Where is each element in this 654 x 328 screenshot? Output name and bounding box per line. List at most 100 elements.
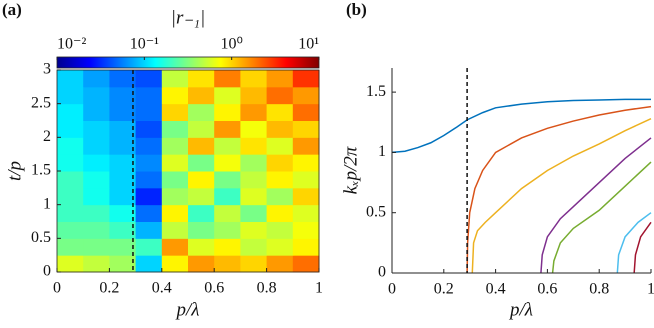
heatmap-cell: [214, 70, 241, 88]
heatmap-cell: [135, 255, 163, 273]
heatmap-cell: [109, 103, 137, 121]
heatmap-cell: [240, 120, 268, 138]
heatmap-cell: [240, 238, 268, 256]
x-tick-label: 0.2: [99, 280, 119, 297]
heatmap-cell: [57, 221, 84, 239]
heatmap-cell: [135, 137, 163, 155]
heatmap-cell: [57, 238, 84, 256]
heatmap-cell: [109, 137, 137, 155]
heatmap-cell: [188, 221, 215, 239]
heatmap-cell: [240, 204, 268, 222]
heatmap-cell: [266, 137, 294, 155]
heatmap-cell: [135, 103, 163, 121]
y-axis-label: t/p: [4, 161, 25, 181]
heatmap-cell: [109, 221, 137, 239]
heatmap-cell: [109, 187, 137, 206]
heatmap-cell: [266, 171, 294, 189]
heatmap-cell: [109, 204, 137, 222]
heatmap-cell: [57, 204, 84, 222]
heatmap-cell: [266, 187, 294, 206]
colorbar-title: |r₋₁|: [171, 7, 205, 28]
x-tick-label: 0: [53, 280, 61, 297]
colorbar-tick-label: 10⁻¹: [130, 36, 159, 53]
heatmap-cell: [292, 255, 320, 273]
colorbar: [56, 56, 320, 69]
line-series: [633, 221, 652, 274]
heatmap-cell: [83, 120, 110, 138]
heatmap-cell: [188, 103, 215, 121]
colorbar-tick-label: 10⁰: [220, 36, 242, 53]
heatmap-cell: [240, 171, 268, 189]
heatmap-cell: [292, 187, 320, 206]
y-tick-label: 3: [43, 61, 51, 78]
heatmap-cell: [292, 171, 320, 189]
x-tick-label: 1: [647, 281, 654, 298]
y-tick-label: 1: [378, 143, 386, 160]
heatmap-cell: [292, 120, 320, 138]
heatmap-cell: [188, 86, 215, 105]
heatmap-cell: [240, 255, 268, 273]
heatmap-cell: [292, 86, 320, 105]
heatmap-cell: [214, 204, 241, 222]
x-axis-label: p/λ: [174, 299, 199, 320]
y-tick-label: 2: [43, 128, 51, 145]
heatmap-cell: [83, 86, 110, 105]
heatmap-cell: [83, 171, 110, 189]
colorbar-tick-label: 10¹: [298, 36, 319, 53]
heatmap-cell: [292, 221, 320, 239]
heatmap-cell: [83, 221, 110, 239]
heatmap-cell: [109, 171, 137, 189]
heatmap-cell: [161, 171, 189, 189]
x-tick-label: 0.4: [152, 280, 172, 297]
heatmap-cell: [161, 154, 189, 172]
line-series: [551, 161, 652, 274]
heatmap-cell: [266, 255, 294, 273]
heatmap-cell: [135, 154, 163, 172]
panel-label: (b): [346, 0, 367, 19]
x-tick-label: 0.8: [257, 280, 277, 297]
y-tick-label: 0: [43, 263, 51, 280]
heatmap-cell: [161, 238, 189, 256]
heatmap-cell: [188, 255, 215, 273]
line-series: [616, 212, 652, 274]
heatmap-cell: [240, 70, 268, 88]
x-tick-label: 0.2: [434, 281, 454, 298]
heatmap-cell: [214, 187, 241, 206]
heatmap-cell: [240, 86, 268, 105]
heatmap-cell: [292, 103, 320, 121]
heatmap-cell: [57, 103, 84, 121]
heatmap-cell: [83, 255, 110, 273]
heatmap-cell: [57, 70, 84, 88]
y-tick-label: 0: [378, 264, 386, 281]
x-tick-label: 1: [315, 280, 323, 297]
heatmap-cell: [266, 154, 294, 172]
heatmap-cell: [292, 154, 320, 172]
heatmap-cell: [135, 171, 163, 189]
heatmap-cell: [57, 120, 84, 138]
heatmap-cell: [240, 187, 268, 206]
heatmap-cell: [188, 204, 215, 222]
y-tick-label: 0.5: [31, 229, 51, 246]
x-tick-label: 0.6: [204, 280, 224, 297]
x-tick-label: 0.4: [486, 281, 506, 298]
line-series: [466, 105, 652, 274]
y-axis-label: kₓp/2π: [340, 146, 361, 194]
heatmap-cell: [266, 86, 294, 105]
heatmap-cell: [188, 171, 215, 189]
heatmap-cell: [214, 120, 241, 138]
heatmap-cell: [109, 238, 137, 256]
x-tick-label: 0: [388, 281, 396, 298]
x-tick-label: 0.6: [537, 281, 557, 298]
heatmap-cell: [266, 70, 294, 88]
heatmap-cell: [161, 204, 189, 222]
heatmap-cell: [161, 86, 189, 105]
heatmap-cell: [83, 204, 110, 222]
heatmap-cell: [161, 221, 189, 239]
heatmap-cell: [214, 103, 241, 121]
heatmap-cell: [188, 154, 215, 172]
heatmap-cell: [161, 120, 189, 138]
heatmap-cell: [240, 137, 268, 155]
heatmap-cell: [135, 120, 163, 138]
heatmap-cell: [83, 137, 110, 155]
heatmap-cell: [109, 70, 137, 88]
